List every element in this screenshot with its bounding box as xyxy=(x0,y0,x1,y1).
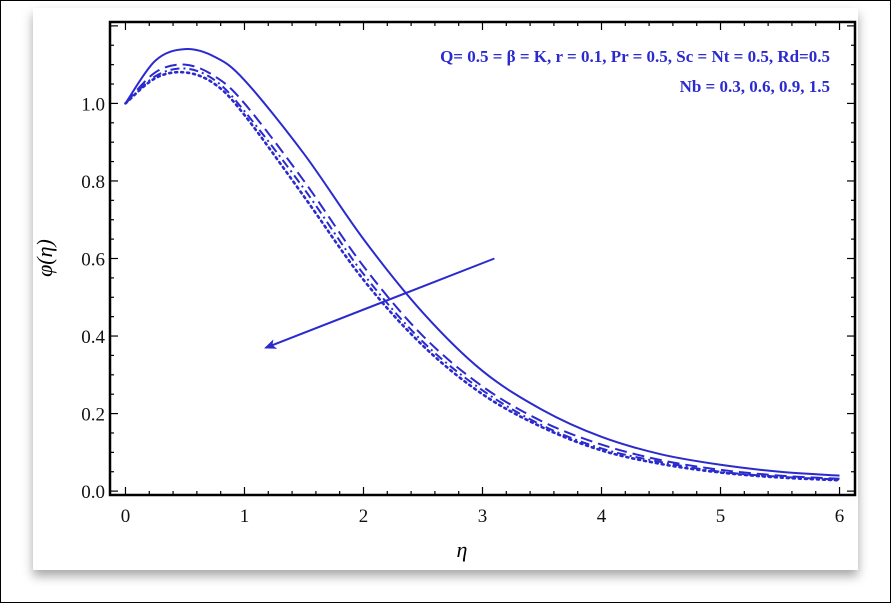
plot-frame xyxy=(108,20,857,497)
x-axis-label: η xyxy=(457,537,468,562)
y-tick-label: 0.0 xyxy=(81,482,105,503)
x-tick-label: 1 xyxy=(240,506,250,527)
series-line-dashed xyxy=(124,63,840,480)
x-tick-label: 3 xyxy=(478,506,488,527)
y-tick-label: 0.4 xyxy=(81,327,105,348)
trend-arrow xyxy=(264,257,495,349)
annotation-params: Q= 0.5 = β = K, r = 0.1, Pr = 0.5, Sc = … xyxy=(440,47,830,66)
x-tick-label: 2 xyxy=(359,506,369,527)
x-tick-label: 6 xyxy=(835,506,845,527)
y-tick-label: 0.8 xyxy=(81,172,105,193)
series-layer xyxy=(124,48,841,482)
figure-card xyxy=(33,8,858,570)
y-tick-label: 1.0 xyxy=(81,94,105,115)
y-tick-label: 0.6 xyxy=(81,250,105,271)
annotation-varying: Nb = 0.3, 0.6, 0.9, 1.5 xyxy=(680,77,830,96)
y-axis-label: φ(η) xyxy=(32,239,57,277)
x-tick-label: 4 xyxy=(597,506,607,527)
y-tick-label: 0.2 xyxy=(81,405,105,426)
x-tick-label: 5 xyxy=(716,506,726,527)
x-tick-label: 0 xyxy=(121,506,131,527)
series-line-solid xyxy=(124,48,840,477)
series-line-dotted xyxy=(124,70,841,482)
ticks-layer: 0 1 2 3 4 5 6 0.0 0.2 0.4 0.6 0.8 1.0 xyxy=(81,22,855,527)
series-line-dashdot xyxy=(124,67,840,481)
